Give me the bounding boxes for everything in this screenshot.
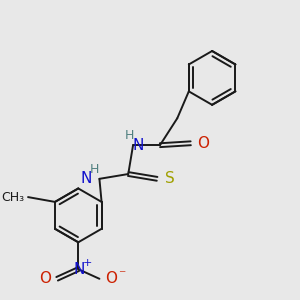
Text: O: O [105,271,117,286]
Text: O: O [40,271,52,286]
Text: ⁻: ⁻ [118,268,125,282]
Text: N: N [80,171,92,186]
Text: H: H [124,129,134,142]
Text: CH₃: CH₃ [1,190,24,204]
Text: H: H [90,163,99,176]
Text: S: S [165,171,175,186]
Text: +: + [83,258,93,268]
Text: N: N [74,262,85,277]
Text: O: O [197,136,209,151]
Text: N: N [132,138,144,153]
